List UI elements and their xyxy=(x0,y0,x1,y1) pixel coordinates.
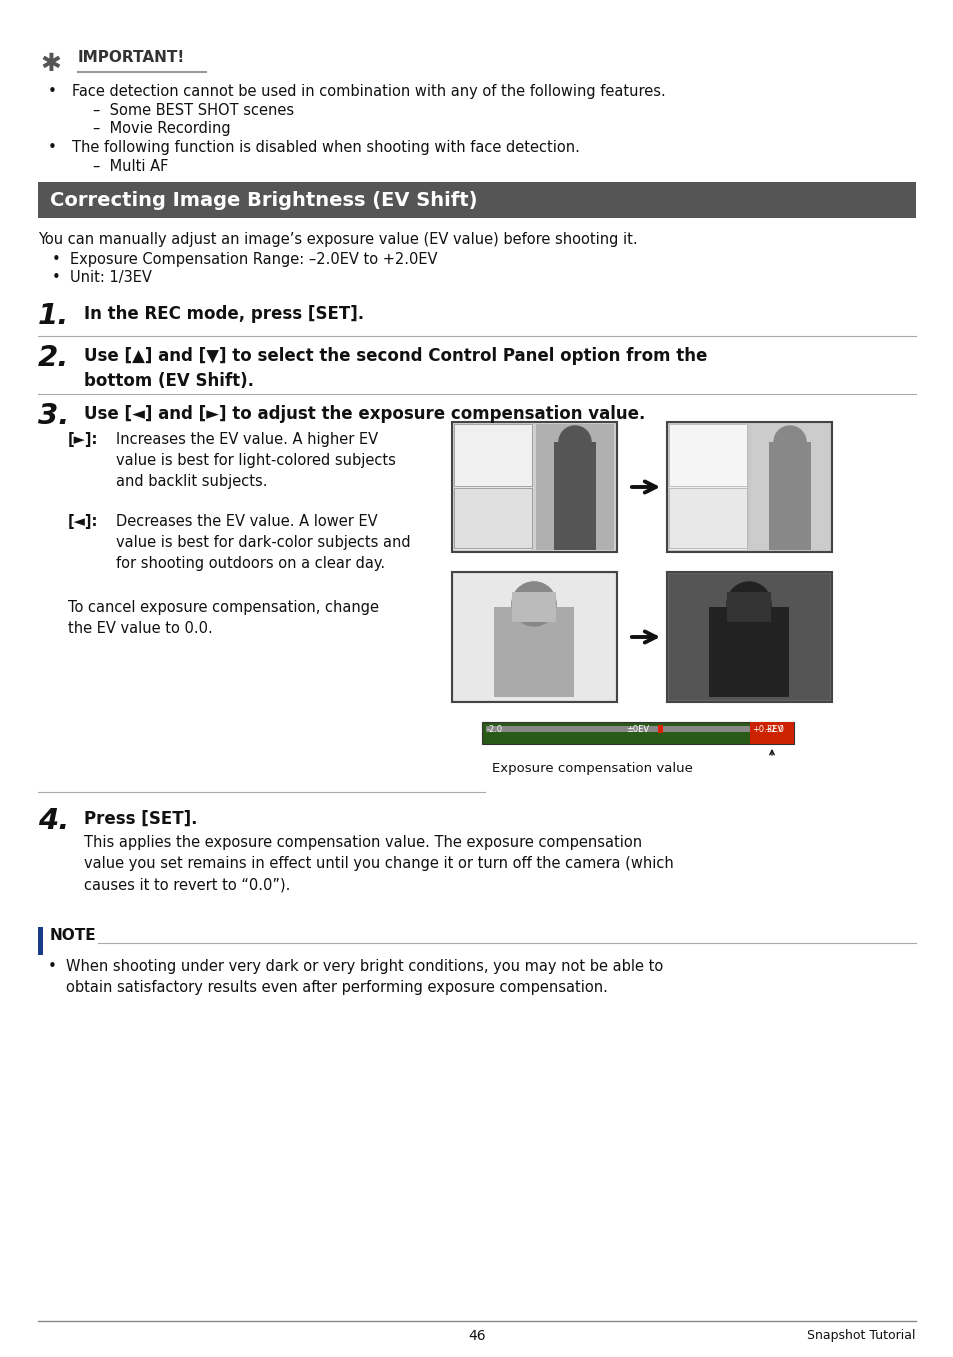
Text: Press [SET].: Press [SET]. xyxy=(84,810,197,828)
Bar xyxy=(666,422,831,552)
Bar xyxy=(668,574,829,700)
Bar xyxy=(454,423,532,550)
Bar xyxy=(481,722,793,744)
Bar xyxy=(554,442,596,550)
Text: NOTE: NOTE xyxy=(50,928,96,943)
Bar xyxy=(536,423,614,550)
Circle shape xyxy=(512,582,556,626)
Text: 4.: 4. xyxy=(38,807,70,835)
Bar xyxy=(668,423,746,486)
Bar xyxy=(38,182,915,218)
Text: Correcting Image Brightness (EV Shift): Correcting Image Brightness (EV Shift) xyxy=(50,190,477,209)
Bar xyxy=(708,607,788,697)
Text: +0.3EV: +0.3EV xyxy=(751,725,782,734)
Text: In the REC mode, press [SET].: In the REC mode, press [SET]. xyxy=(84,305,364,323)
Text: The following function is disabled when shooting with face detection.: The following function is disabled when … xyxy=(71,140,579,155)
Text: ±0EV: ±0EV xyxy=(626,725,649,734)
Text: [►]:: [►]: xyxy=(68,432,98,446)
Bar xyxy=(452,573,617,702)
Text: •  Unit: 1/3EV: • Unit: 1/3EV xyxy=(52,270,152,285)
Bar xyxy=(452,422,617,552)
Bar xyxy=(726,592,770,622)
Text: •: • xyxy=(48,959,57,974)
Circle shape xyxy=(558,426,590,459)
Text: 46: 46 xyxy=(468,1329,485,1343)
Text: 1.: 1. xyxy=(38,303,70,330)
Text: Use [◄] and [►] to adjust the exposure compensation value.: Use [◄] and [►] to adjust the exposure c… xyxy=(84,404,644,423)
Bar xyxy=(38,927,43,955)
Text: •: • xyxy=(48,84,57,99)
Bar xyxy=(454,574,615,700)
Text: 3.: 3. xyxy=(38,402,70,430)
Bar xyxy=(668,423,746,550)
Text: Exposure compensation value: Exposure compensation value xyxy=(492,763,692,775)
Text: –  Some BEST SHOT scenes: – Some BEST SHOT scenes xyxy=(92,103,294,118)
Bar xyxy=(494,607,574,697)
Circle shape xyxy=(726,582,770,626)
Text: Use [▲] and [▼] to select the second Control Panel option from the
bottom (EV Sh: Use [▲] and [▼] to select the second Con… xyxy=(84,347,706,389)
Text: Increases the EV value. A higher EV
value is best for light-colored subjects
and: Increases the EV value. A higher EV valu… xyxy=(116,432,395,489)
Text: Face detection cannot be used in combination with any of the following features.: Face detection cannot be used in combina… xyxy=(71,84,665,99)
Text: Decreases the EV value. A lower EV
value is best for dark-color subjects and
for: Decreases the EV value. A lower EV value… xyxy=(116,514,410,571)
Text: Snapshot Tutorial: Snapshot Tutorial xyxy=(806,1329,915,1342)
Bar xyxy=(750,423,828,550)
Bar xyxy=(658,725,662,733)
Text: •: • xyxy=(48,140,57,155)
Text: -2.0: -2.0 xyxy=(486,725,502,734)
Circle shape xyxy=(512,582,556,626)
Bar xyxy=(668,489,746,548)
Text: +2.0: +2.0 xyxy=(763,725,783,734)
Text: •  Exposure Compensation Range: –2.0EV to +2.0EV: • Exposure Compensation Range: –2.0EV to… xyxy=(52,252,437,267)
Text: IMPORTANT!: IMPORTANT! xyxy=(78,50,185,65)
Text: –  Multi AF: – Multi AF xyxy=(92,159,168,174)
Text: You can manually adjust an image’s exposure value (EV value) before shooting it.: You can manually adjust an image’s expos… xyxy=(38,232,637,247)
Bar xyxy=(485,726,789,731)
Circle shape xyxy=(773,426,805,459)
Text: This applies the exposure compensation value. The exposure compensation
value yo: This applies the exposure compensation v… xyxy=(84,835,673,892)
Bar xyxy=(512,592,556,622)
Text: ✱: ✱ xyxy=(40,52,61,76)
Bar xyxy=(749,722,793,744)
Bar xyxy=(454,489,532,548)
Bar xyxy=(666,573,831,702)
Bar xyxy=(454,423,532,486)
Text: To cancel exposure compensation, change
the EV value to 0.0.: To cancel exposure compensation, change … xyxy=(68,600,378,636)
Text: –  Movie Recording: – Movie Recording xyxy=(92,121,231,136)
Bar xyxy=(768,442,810,550)
Text: 2.: 2. xyxy=(38,345,70,372)
Text: [◄]:: [◄]: xyxy=(68,514,98,529)
Text: When shooting under very dark or very bright conditions, you may not be able to
: When shooting under very dark or very br… xyxy=(66,959,662,995)
